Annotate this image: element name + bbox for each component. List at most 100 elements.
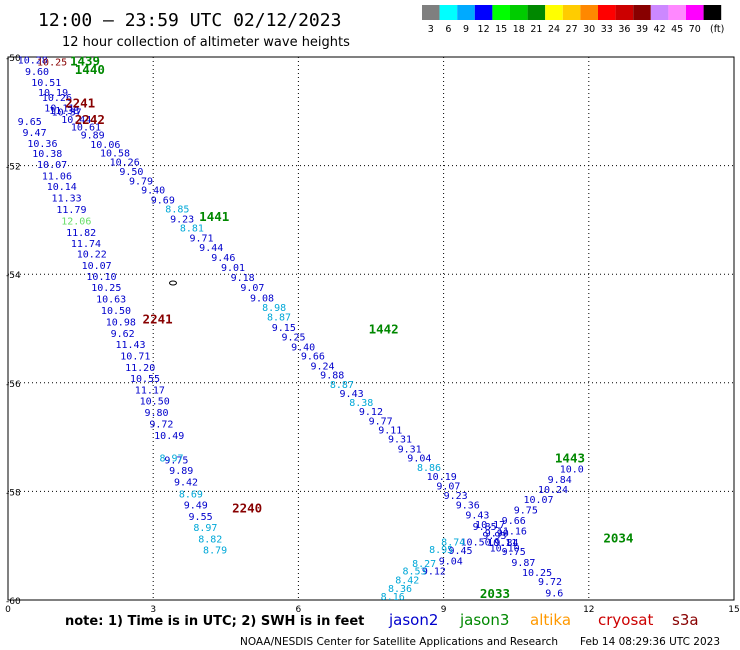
- data-point-label: 9.11: [378, 425, 402, 436]
- track-label: 1440: [75, 62, 105, 77]
- data-point-label: 10.38: [32, 149, 62, 160]
- data-point-label: 8.36: [388, 584, 412, 595]
- data-point-label: 10.25: [522, 568, 552, 579]
- x-tick-label: 9: [441, 605, 447, 615]
- data-point-label: 10.26: [110, 157, 140, 168]
- data-point-label: 8.16: [381, 592, 405, 603]
- x-tick-label: 0: [5, 605, 11, 615]
- data-point-label: 10.25: [91, 283, 121, 294]
- x-tick-label: 3: [150, 605, 156, 615]
- data-point-label: 10.61: [71, 123, 101, 134]
- satellite-label-altika: altika: [530, 611, 571, 629]
- data-point-label: 9.01: [221, 263, 245, 274]
- data-point-label: 9.66: [502, 516, 526, 527]
- legend-label: 9: [463, 24, 469, 35]
- data-point-label: 10.58: [100, 149, 130, 160]
- track-label: 1442: [369, 322, 399, 337]
- data-point-label: 9.31: [388, 435, 412, 446]
- track-label: 1441: [199, 209, 229, 224]
- x-axis-ticks: 0 3 6 9 12 15: [5, 605, 740, 615]
- data-point-label: 9.69: [151, 195, 175, 206]
- legend-label: 6: [445, 24, 451, 35]
- legend-label: 21: [530, 24, 542, 35]
- data-point-label: 9.88: [320, 371, 344, 382]
- track-label: 1443: [555, 451, 585, 466]
- data-point-label: 9.50: [119, 167, 143, 178]
- legend-swatch-30: [580, 5, 598, 20]
- data-point-label: 9.46: [211, 253, 235, 264]
- y-tick-label: -50: [6, 54, 21, 64]
- legend-label: 45: [671, 24, 683, 35]
- data-point-label: 9.71: [190, 233, 214, 244]
- legend-swatch-6: [439, 5, 458, 20]
- data-point-label: 9.79: [129, 176, 153, 187]
- legend-label: 39: [636, 24, 648, 35]
- track-label: 2033: [480, 586, 510, 601]
- data-point-label: 11.16: [497, 526, 527, 537]
- data-point-label: 9.08: [250, 294, 274, 305]
- data-point-label: 9.55: [189, 512, 213, 523]
- legend-swatch-18: [510, 5, 528, 20]
- data-point-label: 9.31: [398, 445, 422, 456]
- y-tick-label: -56: [6, 380, 21, 390]
- grid-lines: [8, 57, 734, 600]
- data-point-label: 9.36: [456, 500, 480, 511]
- data-point-label: 8.95: [429, 545, 453, 556]
- data-point-label: 10.49: [154, 431, 184, 442]
- data-point-label: 9.45: [448, 546, 472, 557]
- x-tick-label: 12: [583, 605, 594, 615]
- data-point-label: 10.55: [130, 374, 160, 385]
- data-point-label: 11.33: [52, 194, 82, 205]
- data-point-label: 8.97: [159, 454, 183, 465]
- data-point-label: 10.36: [27, 139, 57, 150]
- legend-label: 36: [618, 24, 630, 35]
- data-point-label: 10.0: [560, 465, 584, 476]
- data-point-label: 9.12: [359, 407, 383, 418]
- legend-swatch-27: [562, 5, 581, 20]
- legend-label: 42: [654, 24, 666, 35]
- data-point-label: 10.19: [427, 472, 457, 483]
- legend-swatch-3: [422, 5, 440, 20]
- legend-swatch-33: [598, 5, 616, 20]
- x-tick-label: 6: [296, 605, 302, 615]
- data-point-label: 9.75: [164, 455, 188, 466]
- x-tick-label: 15: [728, 605, 739, 615]
- legend-swatch-15: [492, 5, 510, 20]
- data-point-label: 9.77: [369, 416, 393, 427]
- data-point-label: 8.69: [179, 490, 203, 501]
- data-point-label: 10.22: [77, 250, 107, 261]
- data-point-label: 10.98: [106, 317, 136, 328]
- data-point-label: 10.10: [490, 543, 520, 554]
- legend-swatch-70: [686, 5, 704, 20]
- data-point-label: 9.18: [231, 273, 255, 284]
- data-point-label: 10.63: [96, 295, 126, 306]
- data-point-label: 9.80: [144, 408, 168, 419]
- data-point-label: 9.75: [502, 547, 526, 558]
- data-point-label: 11.17: [135, 385, 165, 396]
- track-label: 2240: [232, 501, 262, 516]
- data-point-label: 10.17: [475, 520, 505, 531]
- data-point-label: 8.27: [412, 559, 436, 570]
- data-point-label: 9.42: [174, 478, 198, 489]
- data-point-label: 9.65: [18, 117, 42, 128]
- data-point-label: 10.11: [44, 103, 74, 114]
- y-tick-label: -58: [6, 488, 21, 498]
- legend-label: 27: [566, 24, 578, 35]
- data-point-label: 9.72: [538, 577, 562, 588]
- data-point-label: 9.25: [281, 333, 305, 344]
- data-point-label: 9.85: [473, 522, 497, 533]
- track-label: 2241: [143, 312, 173, 327]
- data-point-label: 10.07: [37, 160, 67, 171]
- legend-label: 33: [601, 24, 613, 35]
- data-point-label: 8.85: [165, 204, 189, 215]
- data-point-label: 9.6: [545, 588, 563, 599]
- data-point-label: 9.87: [511, 558, 535, 569]
- data-point-label: 10.07: [82, 261, 112, 272]
- legend-swatch-42: [650, 5, 669, 20]
- legend-label: 70: [689, 24, 701, 35]
- legend-swatch-24: [545, 5, 563, 20]
- data-point-label: 8.87: [330, 380, 354, 391]
- legend-swatch-max: [703, 5, 722, 20]
- data-point-label: 8.74: [441, 537, 465, 548]
- data-point-label: 10.51: [31, 78, 61, 89]
